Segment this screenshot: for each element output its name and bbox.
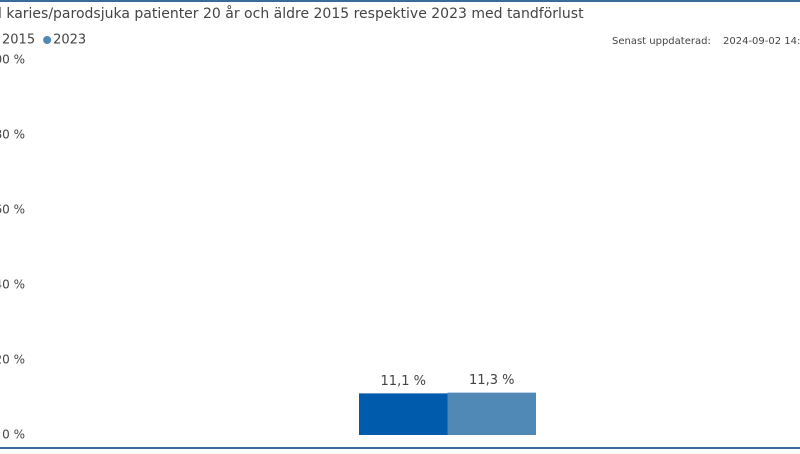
y-tick-label: 20 % <box>0 353 25 367</box>
updated-value: 2024-09-02 14:2 <box>723 36 800 47</box>
chart-title: l karies/parodsjuka patienter 20 år och … <box>0 5 584 22</box>
value-label: 11,3 % <box>469 373 514 388</box>
bar <box>359 393 448 435</box>
legend-label: 2023 <box>53 33 86 48</box>
bar <box>447 392 536 435</box>
y-tick-label: 40 % <box>0 278 25 292</box>
y-tick-label: 60 % <box>0 203 25 217</box>
legend-label: 2015 <box>2 33 35 48</box>
value-label: 11,1 % <box>381 374 426 389</box>
y-tick-label: 0 % <box>2 428 25 442</box>
legend-marker <box>43 36 52 44</box>
updated-label: Senast uppdaterad: <box>612 36 711 47</box>
y-tick-label: 80 % <box>0 128 25 142</box>
y-tick-label: 00 % <box>0 53 25 67</box>
